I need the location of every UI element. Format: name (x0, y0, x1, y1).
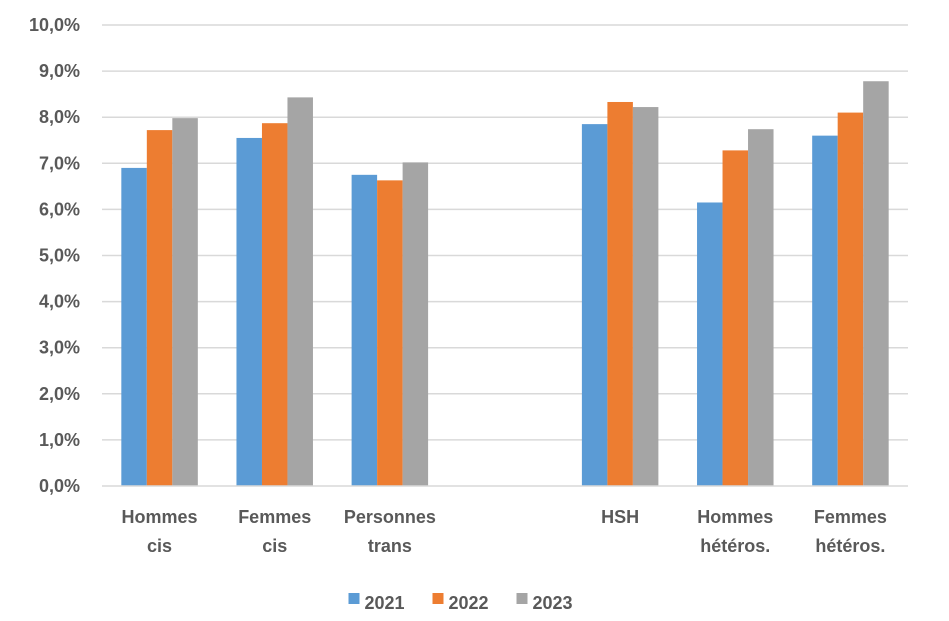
bar-2023 (748, 129, 774, 486)
x-category-label: cis (262, 536, 287, 556)
legend-swatch-2022 (432, 593, 444, 604)
y-tick-label: 8,0% (39, 107, 80, 127)
y-tick-label: 3,0% (39, 338, 80, 358)
bar-2023 (402, 162, 429, 487)
bar-2023 (172, 118, 198, 486)
x-category-label: hétéros. (700, 536, 770, 556)
legend-swatch-2023 (516, 593, 528, 604)
x-axis: Hommes cis Femmes cis Personnes trans HSH Homme… (102, 485, 908, 556)
x-category-label: Femmes (238, 507, 311, 527)
bar-2021 (581, 124, 608, 487)
bar-2022 (261, 123, 288, 487)
bar-2022 (146, 130, 173, 486)
y-tick-label: 9,0% (39, 61, 80, 81)
x-category-label: Femmes (814, 507, 887, 527)
legend-label-2021: 2021 (365, 593, 405, 613)
y-axis: 0,0% 1,0% 2,0% 3,0% 4,0% 5,0% 6,0% 7,0% 8,0% 9,0%… (29, 15, 80, 496)
bar-2022 (607, 101, 633, 486)
y-tick-label: 2,0% (39, 384, 80, 404)
x-category-label: Hommes (122, 507, 198, 527)
gridlines (102, 24, 908, 441)
x-category-label: Hommes (697, 507, 773, 527)
bar-2023 (632, 107, 659, 487)
x-category-label: HSH (601, 507, 639, 527)
y-tick-label: 6,0% (39, 199, 80, 219)
bar-2023 (863, 81, 889, 486)
bar-2021 (351, 174, 378, 486)
legend-label-2023: 2023 (533, 593, 573, 613)
bar-2021 (697, 202, 723, 487)
legend-label-2022: 2022 (449, 593, 489, 613)
y-tick-label: 10,0% (29, 15, 80, 35)
legend: 2021 2022 2023 (348, 593, 573, 613)
bars (121, 81, 889, 487)
bar-2022 (377, 180, 403, 486)
y-tick-label: 5,0% (39, 246, 80, 266)
y-tick-label: 7,0% (39, 153, 80, 173)
x-category-label: trans (368, 536, 412, 556)
x-category-label: Personnes (344, 507, 436, 527)
legend-swatch-2021 (348, 593, 360, 604)
x-category-label: hétéros. (815, 536, 885, 556)
bar-2022 (837, 112, 864, 486)
bar-2022 (722, 150, 749, 486)
x-category-label: cis (147, 536, 172, 556)
bar-2021 (812, 135, 838, 486)
y-tick-label: 1,0% (39, 430, 80, 450)
bar-2023 (287, 97, 313, 486)
bar-2021 (121, 167, 147, 486)
bar-2021 (236, 137, 262, 486)
y-tick-label: 0,0% (39, 476, 80, 496)
y-tick-label: 4,0% (39, 292, 80, 312)
